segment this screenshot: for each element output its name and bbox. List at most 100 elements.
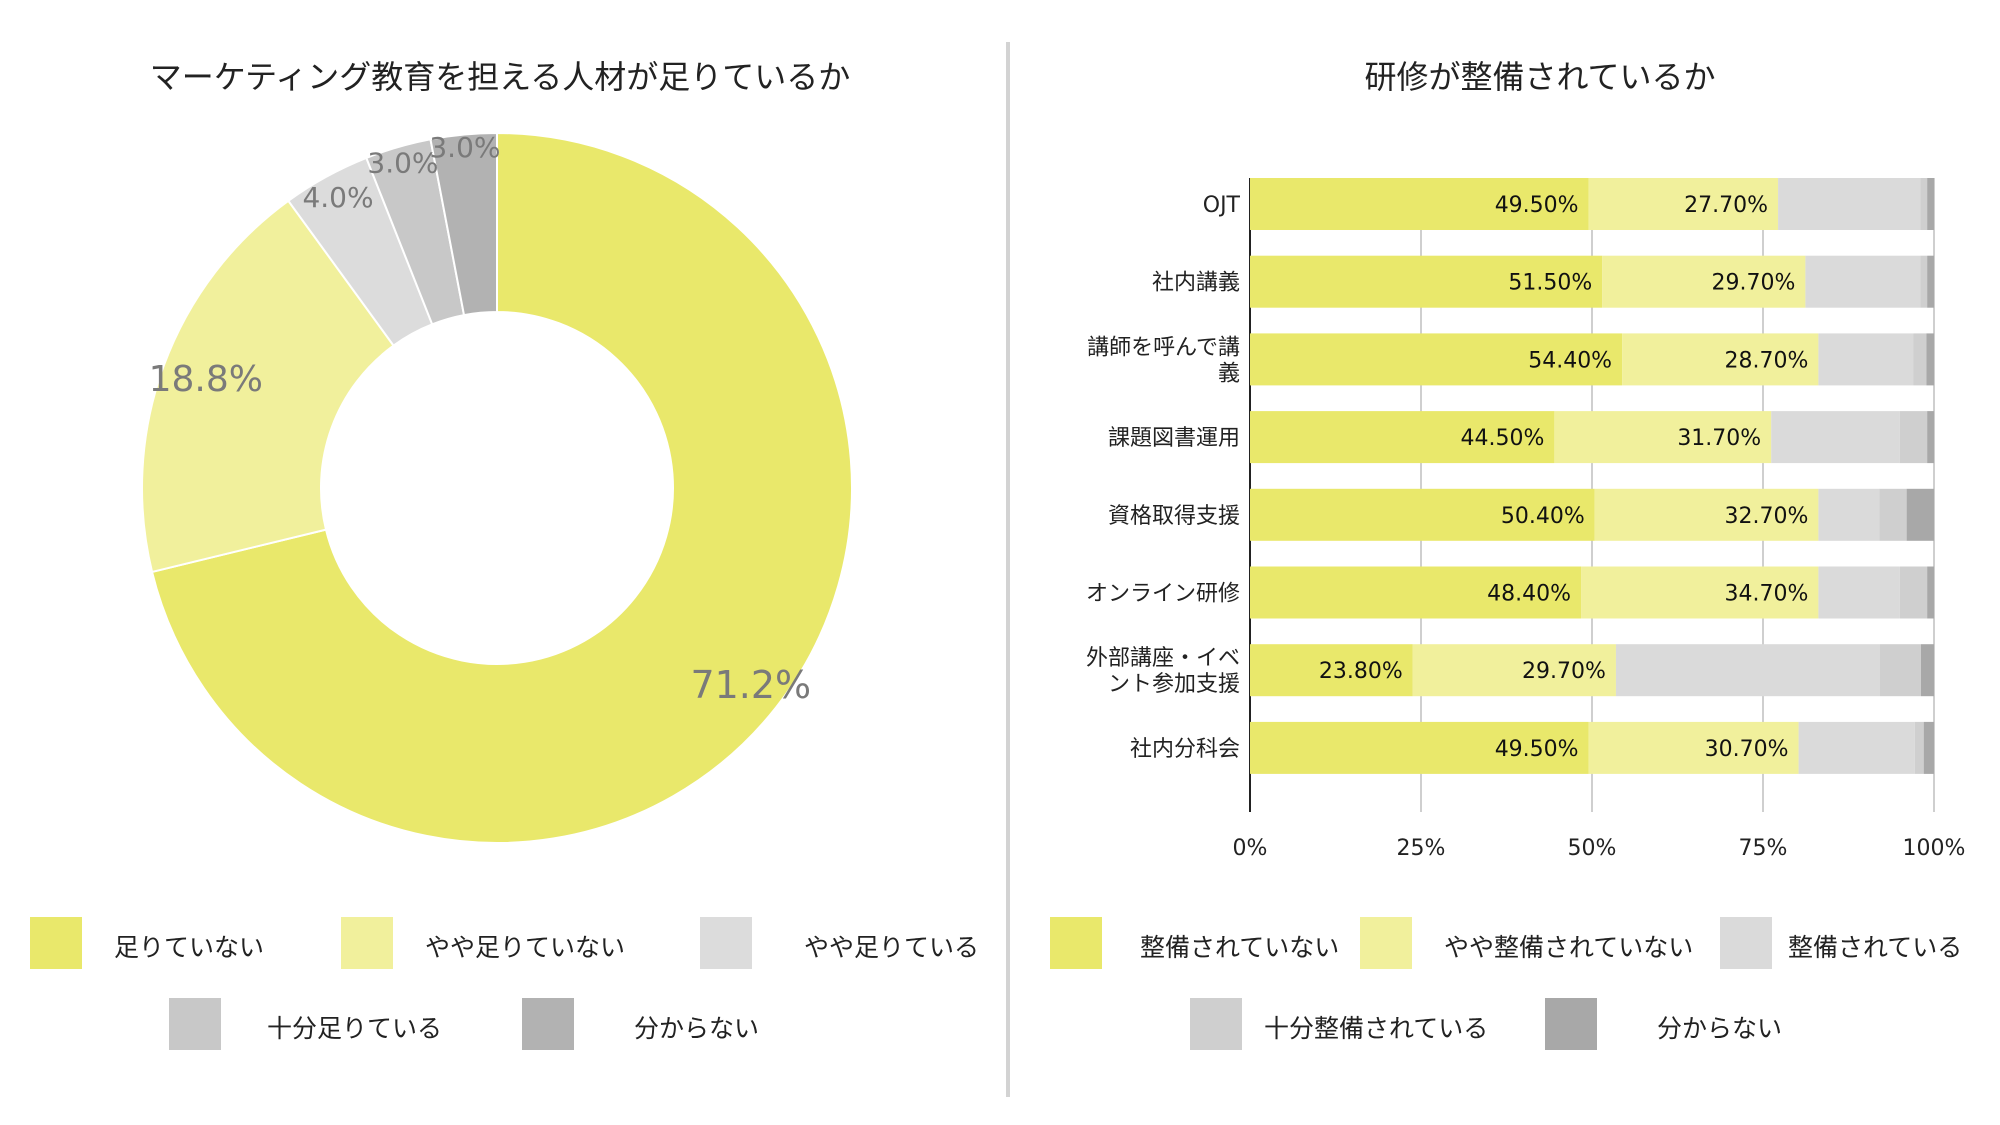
bar-data-label: 31.70%	[1677, 426, 1761, 451]
bar-segment	[1920, 255, 1928, 308]
x-tick-label: 25%	[1397, 836, 1446, 861]
x-tick-label: 0%	[1233, 836, 1268, 861]
bar-segment	[1250, 411, 1555, 464]
slice-data-label: 4.0%	[302, 181, 373, 214]
bar-data-label: 32.70%	[1725, 504, 1809, 529]
category-label: 社内講義	[1152, 271, 1240, 296]
bar-segment	[1879, 644, 1922, 697]
bar-segment	[1879, 488, 1907, 541]
bar-segment	[1250, 566, 1582, 619]
bar-segment	[1906, 488, 1934, 541]
legend-label: 分からない	[1657, 1014, 1783, 1043]
legend-label: 整備されている	[1788, 933, 1963, 962]
bar-segment	[1250, 255, 1603, 308]
bar-segment	[1588, 721, 1799, 774]
slice-data-label: 18.8%	[149, 359, 263, 400]
slice-data-label: 3.0%	[429, 131, 500, 164]
legend-swatch	[522, 998, 574, 1050]
category-label: 外部講座・イベント参加支援	[1086, 646, 1240, 697]
bar-segment	[1913, 333, 1927, 386]
slice-data-label: 3.0%	[367, 146, 438, 179]
bar-data-label: 29.70%	[1712, 271, 1796, 296]
panel-divider	[1006, 42, 1010, 1097]
bar-segment	[1250, 644, 1413, 697]
legend-swatch	[1360, 917, 1412, 969]
bar-segment	[1588, 178, 1779, 230]
legend-label: 整備されていない	[1140, 933, 1340, 962]
bar-segment	[1798, 721, 1915, 774]
donut-slice	[150, 131, 853, 844]
legend-swatch	[700, 917, 752, 969]
bar-segment	[1615, 644, 1880, 697]
x-tick-label: 50%	[1568, 836, 1617, 861]
bar-segment	[1554, 411, 1772, 464]
legend-label: やや足りていない	[425, 933, 626, 962]
bar-data-label: 48.40%	[1487, 582, 1571, 607]
donut-slice	[141, 199, 395, 574]
bar-data-label: 50.40%	[1501, 504, 1585, 529]
stacked-bar-chart: 0% 25% 50% 75% 100% OJT 社内講義講師を呼んで講義課題図書運用資格取得…	[1086, 178, 1966, 861]
bar-segment	[1926, 333, 1934, 386]
category-label: 課題図書運用	[1108, 426, 1240, 451]
legend-swatch	[1190, 998, 1242, 1050]
bar-segment	[1920, 178, 1928, 230]
legend-label: やや足りている	[804, 933, 980, 962]
bar-segment	[1594, 488, 1819, 541]
donut-chart-title: マーケティング教育を担える人材が足りているか	[149, 58, 851, 96]
bar-segment	[1250, 721, 1589, 774]
legend-swatch	[1720, 917, 1772, 969]
bar-segment	[1805, 255, 1921, 308]
bar-segment	[1899, 411, 1928, 464]
legend-label: 足りていない	[114, 933, 265, 962]
category-label: OJT	[1203, 193, 1241, 218]
x-tick-label: 100%	[1903, 836, 1966, 861]
bar-segment	[1771, 411, 1900, 464]
bar-segment	[1581, 566, 1819, 619]
legend-label: 十分足りている	[267, 1014, 443, 1043]
bar-segment	[1923, 721, 1934, 774]
bar-segment	[1927, 411, 1934, 464]
bar-segment	[1818, 333, 1914, 386]
bar-segment	[1250, 488, 1595, 541]
bar-segment	[1927, 566, 1934, 619]
bar-segment	[1927, 178, 1934, 230]
bar-segment	[1921, 644, 1934, 697]
slice-data-label: 71.2%	[690, 663, 811, 707]
bar-segment	[1412, 644, 1616, 697]
bar-segment	[1622, 333, 1819, 386]
bar-segment	[1914, 721, 1924, 774]
bar-data-label: 30.70%	[1705, 737, 1789, 762]
category-label: 資格取得支援	[1108, 504, 1240, 529]
bar-chart-title: 研修が整備されているか	[1364, 58, 1716, 96]
donut-chart: 71.2%18.8%4.0%3.0%3.0%	[141, 131, 853, 844]
bar-data-label: 28.70%	[1725, 348, 1809, 373]
legend-swatch	[341, 917, 393, 969]
bar-data-label: 49.50%	[1495, 193, 1579, 218]
bar-segment	[1927, 255, 1934, 308]
legend-swatch	[30, 917, 82, 969]
legend-swatch	[1050, 917, 1102, 969]
legend-swatch	[169, 998, 221, 1050]
bar-segment	[1818, 566, 1900, 619]
bar-data-label: 51.50%	[1508, 271, 1592, 296]
bar-data-label: 29.70%	[1522, 659, 1606, 684]
bar-data-label: 23.80%	[1319, 659, 1403, 684]
donut-slice	[429, 131, 498, 317]
legend-swatch	[1545, 998, 1597, 1050]
legend-label: 分からない	[634, 1014, 760, 1043]
x-tick-label: 75%	[1739, 836, 1788, 861]
bar-data-label: 49.50%	[1495, 737, 1579, 762]
category-label: オンライン研修	[1086, 582, 1240, 607]
bar-data-label: 54.40%	[1528, 348, 1612, 373]
bar-data-label: 44.50%	[1460, 426, 1544, 451]
bar-segment	[1818, 488, 1880, 541]
bar-segment	[1250, 333, 1623, 386]
bar-data-label: 27.70%	[1684, 193, 1768, 218]
bar-segment	[1250, 178, 1589, 230]
bar-segment	[1602, 255, 1806, 308]
category-label: 講師を呼んで講義	[1087, 335, 1240, 386]
legend-label: やや整備されていない	[1444, 933, 1694, 962]
bar-data-label: 34.70%	[1725, 582, 1809, 607]
legend-label: 十分整備されている	[1264, 1014, 1489, 1043]
